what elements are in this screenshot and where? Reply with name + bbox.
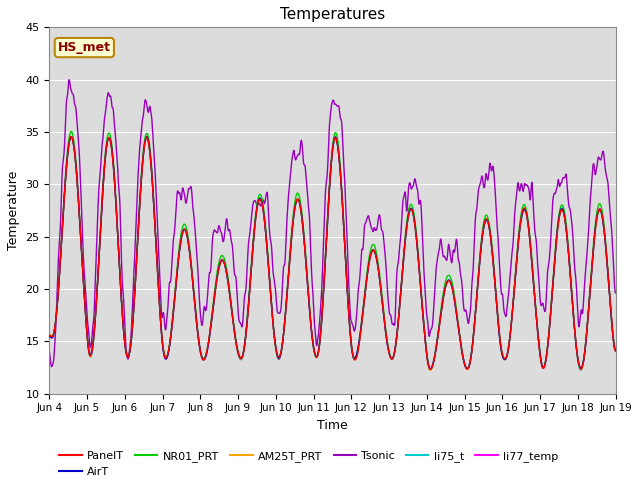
Y-axis label: Temperature: Temperature xyxy=(7,171,20,250)
X-axis label: Time: Time xyxy=(317,419,348,432)
Text: HS_met: HS_met xyxy=(58,41,111,54)
Title: Temperatures: Temperatures xyxy=(280,7,385,22)
Legend: PanelT, AirT, NR01_PRT, AM25T_PRT, Tsonic, li75_t, li77_temp: PanelT, AirT, NR01_PRT, AM25T_PRT, Tsoni… xyxy=(55,447,563,480)
